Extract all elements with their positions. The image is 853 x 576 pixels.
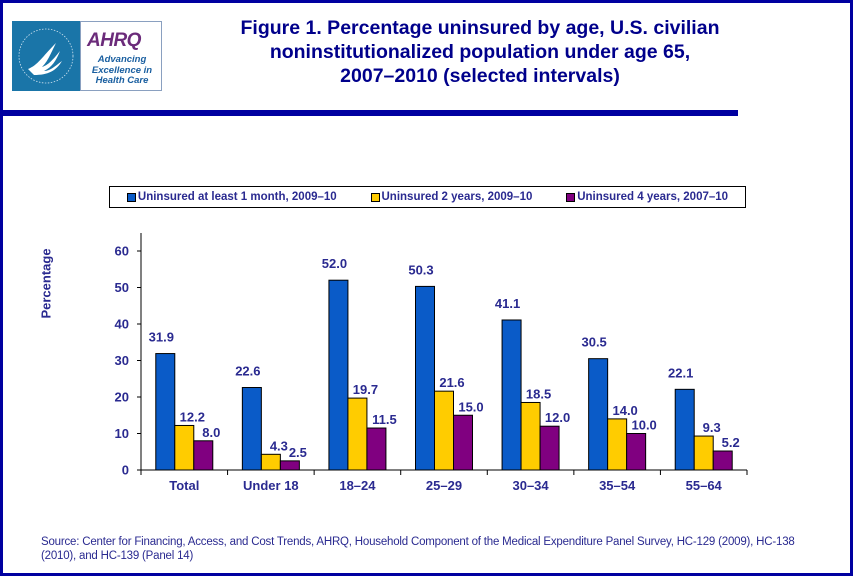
y-tick-label: 20	[115, 390, 129, 405]
bar	[260, 453, 281, 471]
data-label: 22.1	[668, 365, 693, 380]
data-label: 10.0	[631, 418, 656, 433]
data-label: 8.0	[202, 425, 220, 440]
data-label: 22.6	[235, 364, 260, 379]
legend-item: Uninsured at least 1 month, 2009–10	[126, 191, 337, 203]
legend-swatch-series-2	[370, 192, 380, 202]
x-tick-label: 25–29	[426, 478, 462, 493]
bar	[434, 390, 454, 471]
ahrq-tagline: Advancing Excellence in Health Care	[91, 54, 153, 86]
source-note: Source: Center for Financing, Access, an…	[41, 536, 795, 562]
legend-item: Uninsured 4 years, 2007–10	[566, 191, 728, 203]
data-label: 31.9	[149, 330, 174, 345]
hhs-eagle-seal-icon	[12, 21, 80, 91]
y-tick-label: 30	[115, 353, 129, 368]
data-label: 41.1	[495, 296, 520, 311]
title-line-2: noninstitutionalized population under ag…	[269, 41, 691, 63]
x-tick-label: 55–64	[686, 478, 723, 493]
ahrq-logo-text: AHRQ Advancing Excellence in Health Care	[80, 21, 162, 91]
header-divider	[0, 110, 738, 116]
legend-item: Uninsured 2 years, 2009–10	[370, 191, 533, 203]
legend-label: Uninsured 2 years, 2009–10	[381, 191, 533, 203]
x-tick-label: Total	[169, 478, 199, 493]
bar	[501, 319, 522, 471]
data-label: 15.0	[458, 399, 483, 414]
bar	[712, 450, 733, 471]
bar	[241, 387, 262, 471]
legend-swatch-series-1	[126, 192, 136, 202]
title-line-1: Figure 1. Percentage uninsured by age, U…	[240, 17, 720, 39]
data-label: 11.5	[372, 412, 397, 427]
data-label: 12.0	[545, 410, 570, 425]
bar	[453, 414, 473, 471]
y-tick-label: 40	[115, 317, 129, 332]
data-label: 2.5	[289, 445, 307, 460]
data-label: 52.0	[322, 256, 347, 271]
bar	[328, 279, 349, 471]
data-label: 9.3	[703, 420, 721, 435]
y-tick-label: 10	[115, 426, 129, 441]
title-line-3: 2007–2010 (selected intervals)	[340, 65, 620, 87]
data-label: 19.7	[353, 382, 378, 397]
x-tick-label: 30–34	[512, 478, 549, 493]
data-label: 12.2	[180, 409, 205, 424]
bar	[193, 440, 214, 471]
data-label: 50.3	[408, 262, 433, 277]
bar	[588, 358, 609, 471]
bar	[174, 424, 195, 471]
data-label: 21.6	[439, 375, 464, 390]
y-tick-label: 60	[115, 244, 129, 259]
bar	[415, 285, 435, 471]
bar	[539, 425, 560, 471]
bar	[366, 427, 387, 471]
x-tick-label: 18–24	[339, 478, 376, 493]
bar	[693, 435, 714, 471]
data-label: 14.0	[612, 403, 637, 418]
bar	[674, 388, 695, 471]
ahrq-logo: AHRQ Advancing Excellence in Health Care	[12, 21, 162, 91]
bar	[607, 418, 628, 471]
bar	[155, 353, 176, 471]
chart-title: Figure 1. Percentage uninsured by age, U…	[180, 16, 780, 88]
data-label: 18.5	[526, 386, 551, 401]
data-label: 4.3	[270, 438, 288, 453]
chart-legend: Uninsured at least 1 month, 2009–10 Unin…	[109, 186, 746, 208]
bar	[347, 397, 368, 471]
data-label: 5.2	[722, 435, 740, 450]
legend-label: Uninsured 4 years, 2007–10	[577, 191, 729, 203]
data-label: 30.5	[581, 335, 606, 350]
ahrq-brand: AHRQ	[87, 30, 141, 51]
legend-label: Uninsured at least 1 month, 2009–10	[137, 191, 337, 203]
y-tick-label: 50	[115, 280, 129, 295]
bar	[520, 401, 541, 471]
x-tick-label: Under 18	[243, 478, 299, 493]
bar	[626, 433, 647, 471]
legend-swatch-series-3	[566, 192, 576, 202]
bar	[279, 460, 300, 471]
x-tick-label: 35–54	[599, 478, 636, 493]
y-tick-label: 0	[122, 463, 129, 478]
